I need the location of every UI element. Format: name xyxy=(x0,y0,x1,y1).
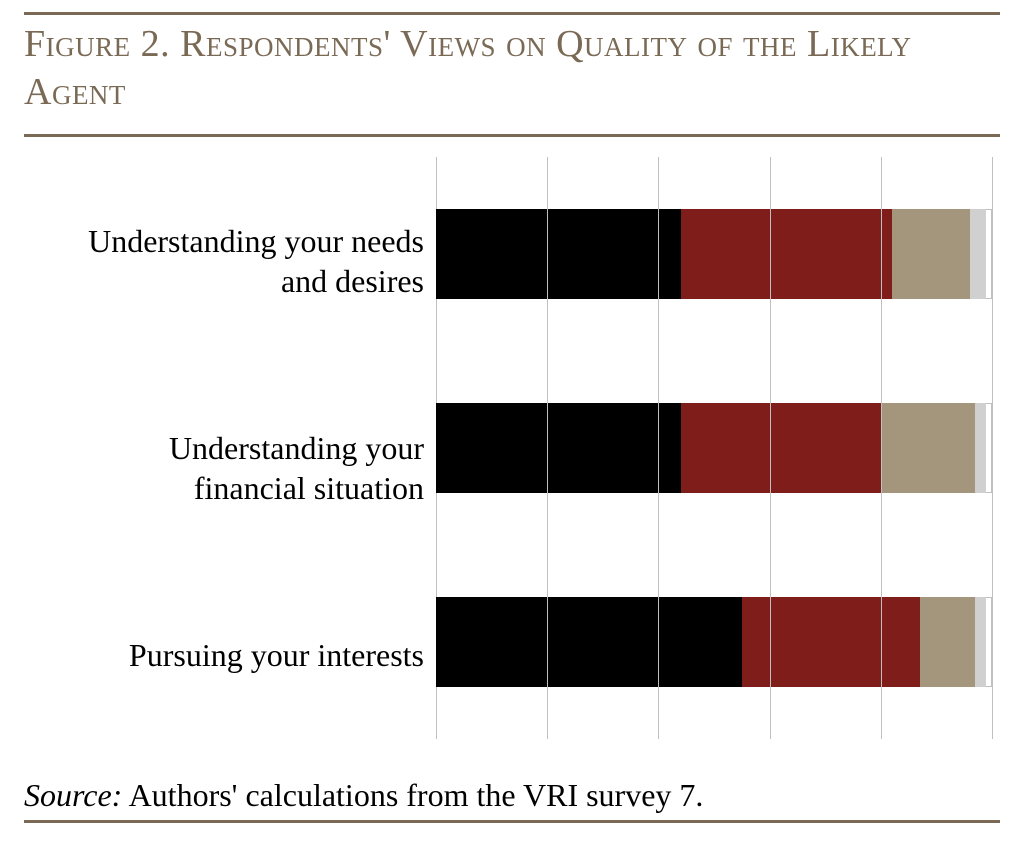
bar-segment xyxy=(920,597,976,687)
y-label: Understanding yourfinancial situation xyxy=(169,428,424,508)
y-axis-labels: Understanding your needsand desires Under… xyxy=(24,157,436,739)
plot-region xyxy=(436,157,992,739)
source-text: Authors' calculations from the VRI surve… xyxy=(122,777,703,813)
bar-segment xyxy=(436,209,681,299)
source-line: Source: Authors' calculations from the V… xyxy=(24,759,1000,820)
bar-row xyxy=(436,209,992,299)
bar-segment xyxy=(975,597,986,687)
bar-segment xyxy=(436,597,742,687)
bar-segment xyxy=(881,403,976,493)
bar-segment xyxy=(975,403,986,493)
gridline xyxy=(992,157,993,739)
source-prefix: Source: xyxy=(24,777,122,813)
bar-segment xyxy=(681,403,881,493)
y-label: Understanding your needsand desires xyxy=(88,221,424,301)
bar-row xyxy=(436,403,992,493)
gridline xyxy=(658,157,659,739)
bar-segment xyxy=(681,209,892,299)
gridline xyxy=(770,157,771,739)
figure-container: Figure 2. Respondents' Views on Quality … xyxy=(0,0,1024,843)
y-label: Pursuing your interests xyxy=(129,635,424,675)
bar-segment xyxy=(970,209,987,299)
gridline xyxy=(547,157,548,739)
bar-segment xyxy=(742,597,920,687)
bar-row xyxy=(436,597,992,687)
bars-container xyxy=(436,157,992,739)
bottom-rule xyxy=(24,820,1000,823)
bar-segment xyxy=(436,403,681,493)
chart-area: Understanding your needsand desires Under… xyxy=(24,137,1000,759)
figure-title: Figure 2. Respondents' Views on Quality … xyxy=(24,15,1000,134)
gridline xyxy=(881,157,882,739)
bar-segment xyxy=(892,209,970,299)
